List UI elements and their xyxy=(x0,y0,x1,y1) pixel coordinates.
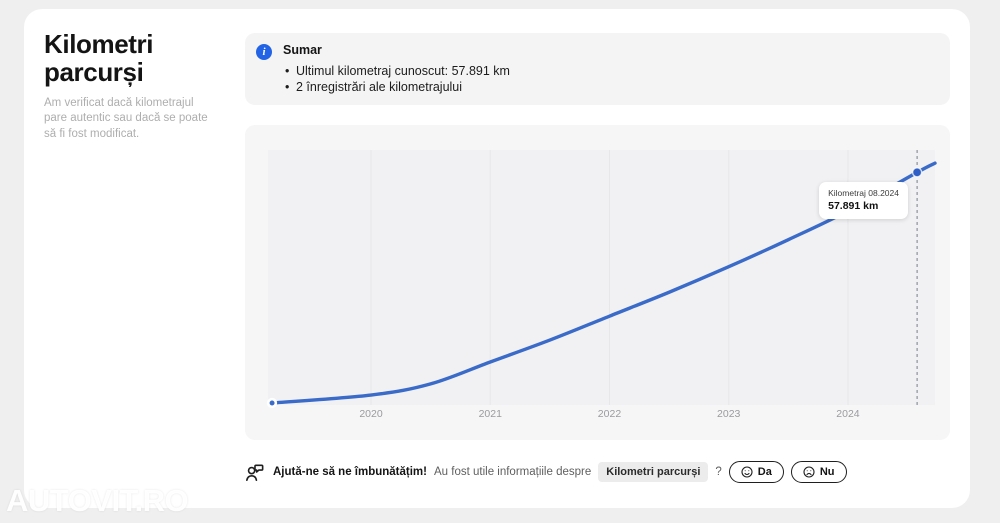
summary-bullet: Ultimul kilometraj cunoscut: 57.891 km xyxy=(285,63,510,79)
x-axis-tick: 2022 xyxy=(597,408,622,420)
info-icon: i xyxy=(256,44,272,60)
feedback-help-trigger[interactable]: ? xyxy=(715,466,722,478)
x-axis-tick: 2021 xyxy=(478,408,502,420)
feedback-bar: Ajută-ne să ne îmbunătățim! Au fost util… xyxy=(243,458,847,486)
tooltip-value: 57.891 km xyxy=(828,200,879,213)
smiley-icon xyxy=(741,466,753,478)
mileage-chart-card: 2020 2021 2022 2023 2024 Kilometraj 08.2024 … xyxy=(245,125,950,440)
feedback-headline: Ajută-ne să ne îmbunătățim! xyxy=(273,466,427,478)
summary-title: Sumar xyxy=(283,43,322,57)
chart-tooltip: Kilometraj 08.2024 57.891 km xyxy=(819,182,908,220)
last-record-point[interactable] xyxy=(911,167,923,178)
page-title: Kilometri parcurși xyxy=(44,29,154,88)
summary-panel: i Sumar Ultimul kilometraj cunoscut: 57.… xyxy=(245,33,950,105)
feedback-question: Au fost utile informațiile despre xyxy=(434,466,592,478)
yes-label: Da xyxy=(757,466,772,478)
feedback-topic-chip: Kilometri parcurși xyxy=(598,462,709,482)
person-chat-icon xyxy=(243,461,266,484)
tooltip-label: Kilometraj 08.2024 xyxy=(828,188,899,199)
x-axis-tick: 2020 xyxy=(359,408,383,420)
x-axis-tick: 2024 xyxy=(836,408,860,420)
summary-bullet: 2 înregistrări ale kilometrajului xyxy=(285,79,510,95)
x-axis-tick: 2023 xyxy=(717,408,741,420)
frowny-icon xyxy=(803,466,815,478)
feedback-no-button[interactable]: Nu xyxy=(790,461,847,483)
no-label: Nu xyxy=(819,466,835,478)
feedback-yes-button[interactable]: Da xyxy=(728,461,784,483)
summary-list: Ultimul kilometraj cunoscut: 57.891 km 2… xyxy=(285,63,510,95)
page-description: Am verificat dacă kilometrajul pare aute… xyxy=(44,97,208,140)
first-record-point[interactable] xyxy=(266,397,278,409)
